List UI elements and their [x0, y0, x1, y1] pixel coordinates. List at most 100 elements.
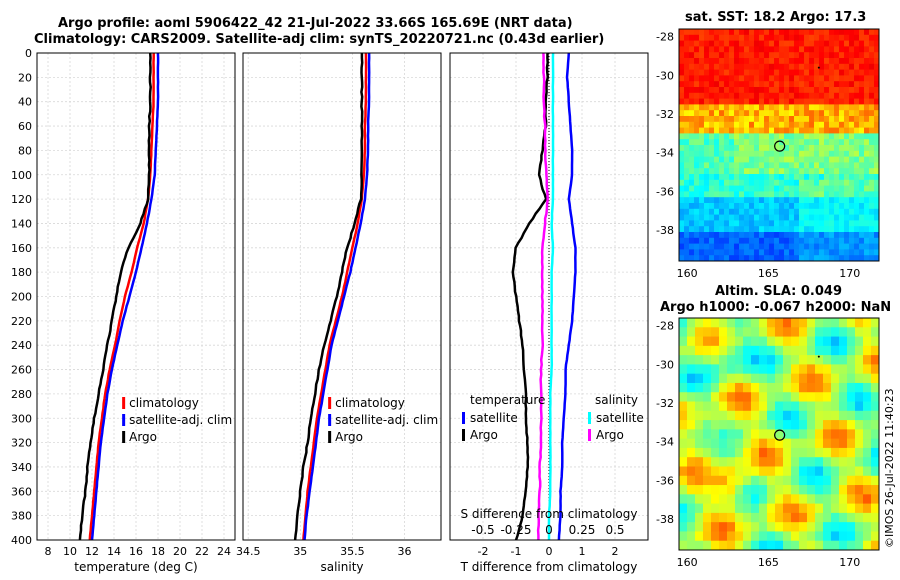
map-cell	[849, 98, 855, 105]
map-cell	[775, 531, 784, 542]
island-dot	[817, 355, 820, 358]
map-cell	[704, 237, 710, 245]
map-cell	[754, 87, 760, 94]
map-cell	[754, 63, 760, 71]
map-cell	[704, 133, 710, 140]
map-cell	[829, 81, 835, 88]
map-cell	[839, 485, 848, 495]
map-cell	[764, 162, 770, 169]
map-cell	[814, 127, 820, 134]
map-cell	[874, 255, 879, 261]
map-cell	[703, 485, 712, 495]
map-cell	[729, 156, 735, 163]
map-cell	[749, 249, 755, 256]
map-cell	[714, 29, 720, 36]
map-cell	[764, 174, 770, 181]
salinity-tick-label: -0.5	[471, 523, 494, 537]
x-tick-label: -1	[511, 545, 522, 558]
map-cell	[839, 69, 845, 76]
map-cell	[789, 191, 795, 198]
map-cell	[829, 139, 835, 146]
map-cell	[709, 249, 715, 256]
map-cell	[784, 156, 790, 163]
map-cell	[823, 410, 832, 421]
map-cell	[679, 203, 685, 210]
map-cell	[751, 540, 760, 550]
map-cell	[754, 191, 760, 198]
map-cell	[799, 52, 805, 59]
map-cell	[743, 355, 752, 365]
map-cell	[844, 87, 850, 94]
map-cell	[794, 46, 800, 53]
map-cell	[783, 401, 792, 412]
panel-salinity: 34.5 35 35.5 36salinityclimatologysatellite…	[236, 52, 442, 574]
map-cell	[874, 214, 879, 221]
map-cell	[869, 69, 875, 76]
map-cell	[734, 104, 740, 111]
legend-label: Argo	[596, 428, 624, 442]
map-cell	[694, 255, 700, 261]
map-cell	[743, 392, 752, 403]
map-x-tick-label: 170	[839, 267, 860, 280]
map-cell	[814, 243, 820, 250]
map-cell	[775, 429, 784, 440]
map-cell	[679, 364, 688, 375]
map-cell	[804, 191, 810, 198]
map-cell	[789, 237, 795, 245]
map-cell	[854, 197, 860, 204]
map-cell	[783, 531, 792, 542]
map-cell	[709, 127, 715, 134]
map-cell	[739, 249, 745, 256]
map-cell	[809, 40, 815, 47]
map-cell	[831, 485, 840, 495]
map-cell	[819, 34, 825, 42]
map-cell	[839, 168, 845, 175]
map-cell	[784, 58, 790, 65]
map-cell	[855, 410, 864, 421]
map-cell	[714, 162, 720, 169]
map-cell	[844, 46, 850, 53]
map-cell	[734, 150, 740, 158]
map-cell	[847, 336, 856, 347]
map-cell	[824, 127, 830, 134]
map-cell	[719, 121, 725, 129]
map-cell	[709, 226, 715, 233]
map-cell	[704, 104, 710, 111]
map-cell	[799, 345, 808, 356]
map-cell	[789, 255, 795, 261]
salinity-tick-label: 0.5	[605, 523, 624, 537]
map-cell	[799, 255, 805, 261]
map-cell	[863, 410, 872, 421]
map-cell	[834, 52, 840, 59]
map-cell	[829, 29, 835, 36]
map-cell	[847, 485, 856, 495]
map-cell	[855, 420, 864, 430]
map-cell	[694, 145, 700, 152]
map-cell	[759, 382, 768, 393]
map-cell	[689, 191, 695, 198]
map-cell	[814, 133, 820, 140]
map-cell	[874, 116, 879, 123]
map-cell	[734, 255, 740, 261]
map-cell	[759, 29, 765, 36]
map-cell	[864, 232, 870, 239]
map-cell	[711, 447, 720, 458]
map-cell	[855, 401, 864, 412]
map-cell	[819, 156, 825, 163]
y-tick-label: 120	[11, 193, 32, 206]
map-cell	[734, 40, 740, 47]
map-cell	[735, 318, 744, 328]
map-cell	[744, 214, 750, 221]
map-cell	[829, 127, 835, 134]
map-cell	[749, 58, 755, 65]
map-cell	[834, 191, 840, 198]
map-cell	[819, 29, 825, 36]
map-cell	[774, 110, 780, 117]
map-cell	[869, 232, 875, 239]
map-cell	[819, 220, 825, 227]
map-cell	[711, 345, 720, 356]
map-cell	[829, 150, 835, 158]
map-cell	[855, 429, 864, 440]
map-cell	[714, 191, 720, 198]
map-cell	[831, 382, 840, 393]
